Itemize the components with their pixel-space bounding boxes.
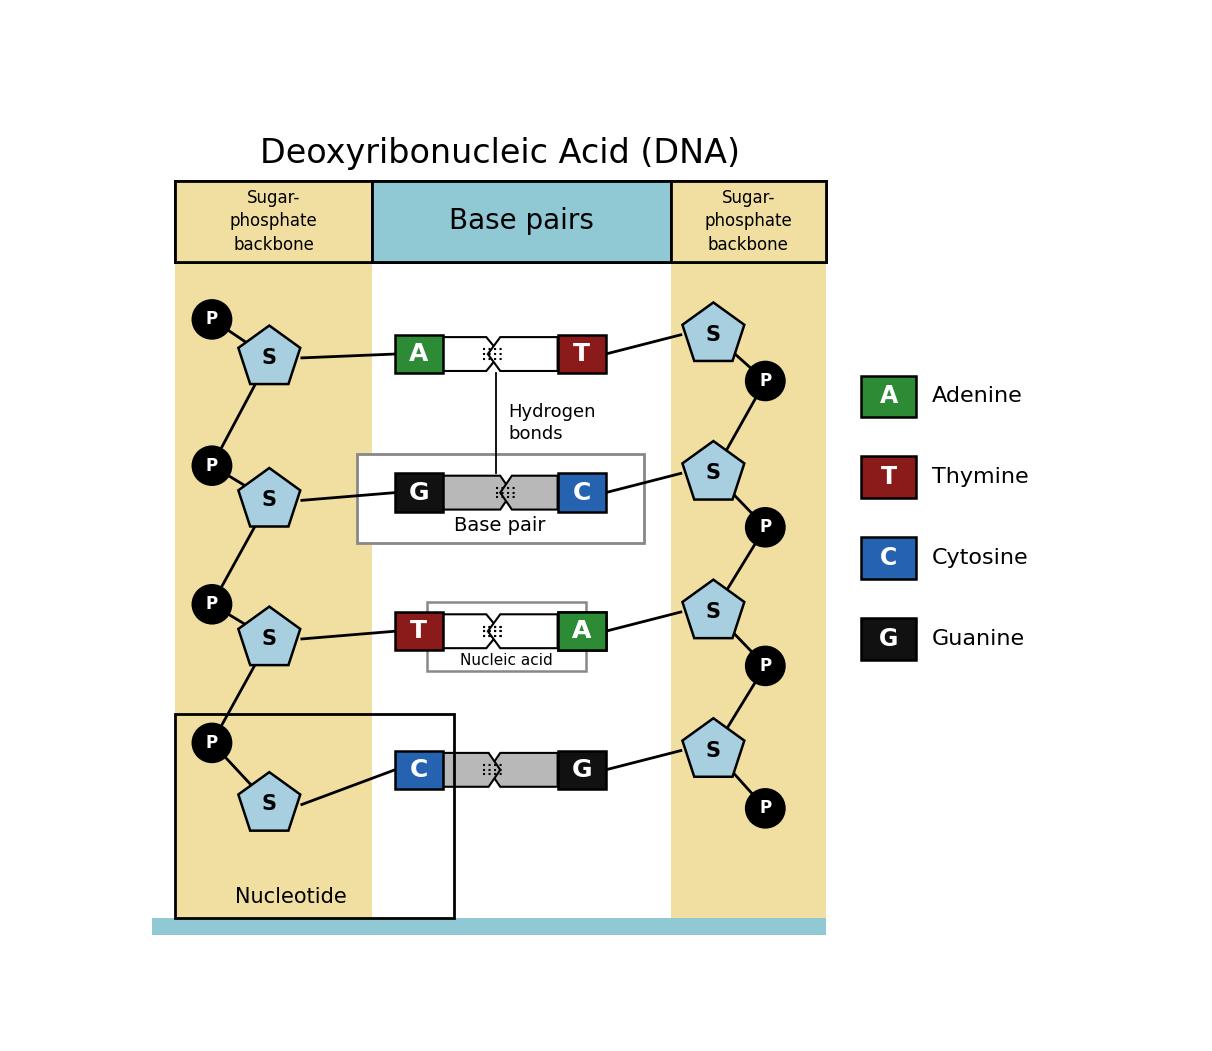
Polygon shape <box>682 718 744 777</box>
Circle shape <box>745 789 784 827</box>
FancyBboxPatch shape <box>175 181 372 262</box>
Text: C: C <box>880 547 897 570</box>
Text: S: S <box>262 491 276 511</box>
FancyBboxPatch shape <box>395 473 442 512</box>
FancyBboxPatch shape <box>356 454 644 542</box>
Text: S: S <box>262 348 276 368</box>
Text: Sugar-
phosphate
backbone: Sugar- phosphate backbone <box>230 188 318 253</box>
Text: Adenine: Adenine <box>932 387 1023 407</box>
FancyBboxPatch shape <box>395 612 442 651</box>
Text: Hydrogen
bonds: Hydrogen bonds <box>508 404 595 444</box>
Text: P: P <box>206 310 218 328</box>
Polygon shape <box>239 772 301 830</box>
FancyBboxPatch shape <box>558 750 606 789</box>
Polygon shape <box>442 614 501 648</box>
FancyBboxPatch shape <box>558 335 606 373</box>
Circle shape <box>745 508 784 547</box>
FancyBboxPatch shape <box>558 612 606 651</box>
Circle shape <box>193 447 231 485</box>
Polygon shape <box>488 753 558 787</box>
Text: G: G <box>408 480 429 504</box>
FancyBboxPatch shape <box>558 612 606 651</box>
Text: P: P <box>759 518 771 536</box>
Text: S: S <box>705 325 721 345</box>
Text: Guanine: Guanine <box>932 628 1025 648</box>
Polygon shape <box>682 441 744 499</box>
Text: Cytosine: Cytosine <box>932 548 1029 569</box>
Polygon shape <box>488 337 558 371</box>
FancyBboxPatch shape <box>395 335 442 373</box>
Text: Nucleic acid: Nucleic acid <box>459 653 553 668</box>
Text: S: S <box>262 795 276 815</box>
Circle shape <box>193 724 231 762</box>
FancyBboxPatch shape <box>152 919 825 935</box>
Polygon shape <box>442 337 501 371</box>
FancyBboxPatch shape <box>670 262 825 924</box>
Polygon shape <box>442 753 501 787</box>
Text: Base pair: Base pair <box>454 516 545 535</box>
Polygon shape <box>501 476 558 510</box>
Text: C: C <box>410 758 428 782</box>
Text: Deoxyribonucleic Acid (DNA): Deoxyribonucleic Acid (DNA) <box>261 138 741 170</box>
Text: G: G <box>571 758 591 782</box>
Text: P: P <box>759 800 771 818</box>
Text: G: G <box>879 627 898 651</box>
Polygon shape <box>488 614 558 648</box>
Polygon shape <box>239 606 301 665</box>
Text: T: T <box>880 466 897 489</box>
Circle shape <box>745 646 784 685</box>
Polygon shape <box>442 614 501 648</box>
FancyBboxPatch shape <box>670 181 825 262</box>
FancyBboxPatch shape <box>175 262 372 924</box>
Circle shape <box>193 585 231 623</box>
Circle shape <box>193 301 231 338</box>
Text: P: P <box>759 372 771 390</box>
Polygon shape <box>682 303 744 360</box>
Text: T: T <box>573 342 590 366</box>
Polygon shape <box>442 476 511 510</box>
Circle shape <box>745 362 784 400</box>
Text: C: C <box>572 480 590 504</box>
FancyBboxPatch shape <box>861 618 916 660</box>
FancyBboxPatch shape <box>861 456 916 498</box>
FancyBboxPatch shape <box>558 473 606 512</box>
Text: A: A <box>880 385 898 409</box>
Text: Nucleotide: Nucleotide <box>235 887 347 907</box>
Text: Sugar-
phosphate
backbone: Sugar- phosphate backbone <box>704 188 793 253</box>
Text: T: T <box>411 619 428 643</box>
Text: A: A <box>572 619 591 643</box>
Text: S: S <box>705 463 721 483</box>
Text: P: P <box>206 595 218 614</box>
Polygon shape <box>239 468 301 527</box>
Text: S: S <box>705 741 721 761</box>
FancyBboxPatch shape <box>395 750 442 789</box>
Text: P: P <box>206 457 218 475</box>
Polygon shape <box>682 580 744 638</box>
FancyBboxPatch shape <box>427 602 585 672</box>
Text: S: S <box>705 602 721 622</box>
Text: P: P <box>206 734 218 751</box>
Text: Base pairs: Base pairs <box>450 207 594 235</box>
FancyBboxPatch shape <box>175 181 825 262</box>
Text: A: A <box>572 619 591 643</box>
FancyBboxPatch shape <box>372 181 670 262</box>
Text: P: P <box>759 657 771 675</box>
Text: S: S <box>262 628 276 648</box>
Polygon shape <box>239 326 301 384</box>
FancyBboxPatch shape <box>861 537 916 579</box>
Text: Thymine: Thymine <box>932 468 1029 488</box>
Text: A: A <box>410 342 429 366</box>
Polygon shape <box>488 614 558 648</box>
FancyBboxPatch shape <box>861 375 916 417</box>
